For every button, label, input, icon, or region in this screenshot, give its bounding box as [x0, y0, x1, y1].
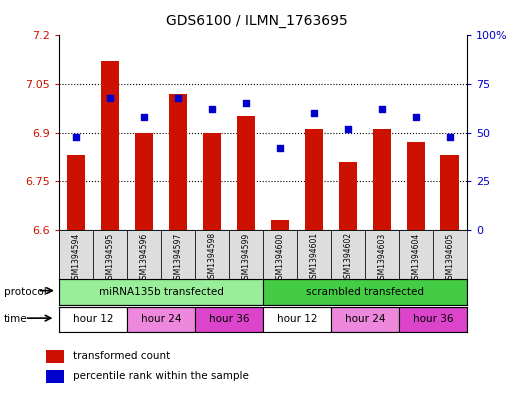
Point [140, 114, 148, 120]
Bar [195, 307, 263, 332]
Text: GSM1394602: GSM1394602 [343, 232, 352, 283]
Bar [46, 350, 64, 363]
Point [310, 110, 318, 116]
Text: hour 24: hour 24 [345, 314, 385, 324]
Text: GSM1394597: GSM1394597 [173, 232, 183, 284]
Text: GSM1394594: GSM1394594 [71, 232, 81, 284]
Text: GSM1394604: GSM1394604 [411, 232, 420, 284]
Bar [441, 155, 459, 230]
Text: GSM1394601: GSM1394601 [309, 232, 319, 283]
Text: transformed count: transformed count [73, 351, 170, 361]
Bar [433, 230, 467, 279]
Bar [263, 307, 331, 332]
Text: hour 12: hour 12 [277, 314, 317, 324]
Text: GSM1394599: GSM1394599 [242, 232, 250, 284]
Text: GSM1394598: GSM1394598 [207, 232, 216, 283]
Point [242, 100, 250, 107]
Bar [263, 279, 467, 305]
Point [412, 114, 420, 120]
Bar [399, 230, 433, 279]
Bar [236, 116, 255, 230]
Text: hour 12: hour 12 [73, 314, 113, 324]
Bar [101, 61, 120, 230]
Text: GDS6100 / ILMN_1763695: GDS6100 / ILMN_1763695 [166, 14, 347, 28]
Bar [406, 142, 425, 230]
Point [378, 106, 386, 112]
Point [276, 145, 284, 151]
Point [208, 106, 216, 112]
Text: percentile rank within the sample: percentile rank within the sample [73, 371, 248, 381]
Bar [365, 230, 399, 279]
Point [72, 133, 80, 140]
Text: hour 36: hour 36 [209, 314, 249, 324]
Point [106, 94, 114, 101]
Bar [372, 129, 391, 230]
Bar [203, 133, 221, 230]
Text: time: time [4, 314, 28, 324]
Bar [127, 230, 161, 279]
Text: scrambled transfected: scrambled transfected [306, 287, 424, 297]
Point [446, 133, 454, 140]
Bar [229, 230, 263, 279]
Point [174, 94, 182, 101]
Text: miRNA135b transfected: miRNA135b transfected [98, 287, 223, 297]
Bar [127, 307, 195, 332]
Bar [59, 230, 93, 279]
Bar [46, 370, 64, 384]
Bar [195, 230, 229, 279]
Text: hour 24: hour 24 [141, 314, 181, 324]
Text: GSM1394603: GSM1394603 [378, 232, 386, 284]
Text: GSM1394605: GSM1394605 [445, 232, 455, 284]
Text: hour 36: hour 36 [412, 314, 453, 324]
Bar [297, 230, 331, 279]
Bar [270, 220, 289, 230]
Bar [305, 129, 323, 230]
Bar [93, 230, 127, 279]
Bar [331, 230, 365, 279]
Bar [59, 307, 127, 332]
Bar [399, 307, 467, 332]
Bar [331, 307, 399, 332]
Bar [134, 133, 153, 230]
Bar [59, 279, 263, 305]
Point [344, 126, 352, 132]
Text: GSM1394595: GSM1394595 [106, 232, 114, 284]
Bar [161, 230, 195, 279]
Bar [339, 162, 357, 230]
Text: protocol: protocol [4, 286, 47, 297]
Bar [67, 155, 85, 230]
Bar [169, 94, 187, 230]
Text: GSM1394596: GSM1394596 [140, 232, 148, 284]
Bar [263, 230, 297, 279]
Text: GSM1394600: GSM1394600 [275, 232, 284, 284]
